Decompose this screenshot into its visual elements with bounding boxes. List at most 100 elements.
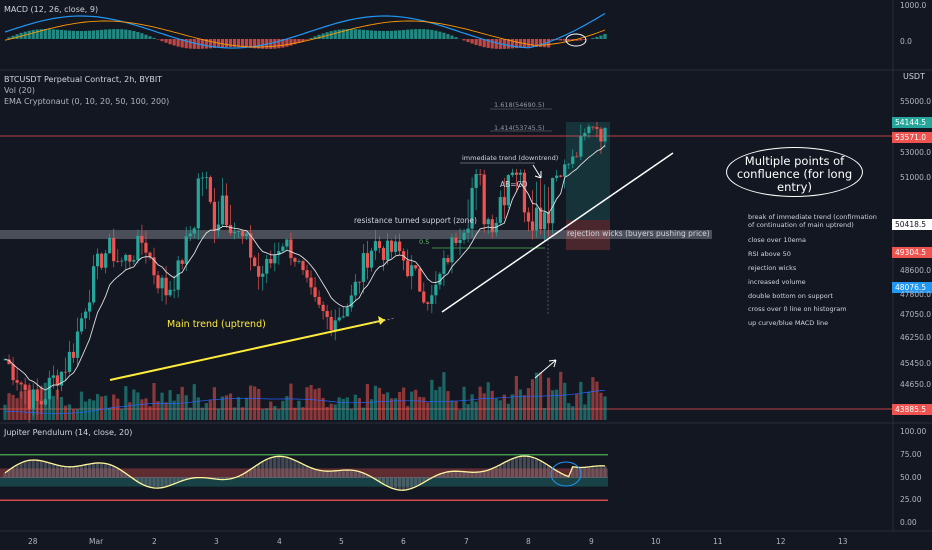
macd-bar xyxy=(406,29,410,39)
pendulum-bar xyxy=(164,477,168,487)
candle-body xyxy=(7,359,11,365)
volume-bar xyxy=(389,398,394,420)
candle-body xyxy=(200,177,204,179)
candle-body xyxy=(164,277,168,296)
candle-body xyxy=(502,196,506,206)
candle-body xyxy=(305,270,309,278)
macd-bar xyxy=(236,39,241,48)
price-panel xyxy=(0,108,893,424)
pendulum-bar xyxy=(281,456,285,478)
drawing-overlay xyxy=(109,152,674,381)
macd-bar xyxy=(67,30,72,39)
macd-bar xyxy=(337,29,341,39)
pendulum-bar xyxy=(402,477,406,491)
macd-bar xyxy=(313,36,317,39)
volume-bar xyxy=(160,392,164,420)
macd-bar xyxy=(329,31,333,39)
candle-body xyxy=(245,233,249,237)
volume-bar xyxy=(418,396,422,420)
volume-bar xyxy=(297,400,301,420)
volume-bar xyxy=(301,407,305,420)
fib-1414-label: 1.414(53745.5) xyxy=(494,124,545,132)
candle-body xyxy=(410,265,414,277)
pendulum-bar xyxy=(293,460,297,478)
macd-panel xyxy=(4,12,607,49)
price-tag: 54144.5 xyxy=(892,116,932,128)
macd-bar xyxy=(305,39,309,40)
pendulum-bar xyxy=(156,477,160,489)
checklist-item: break of immediate trend (confirmation o… xyxy=(748,213,877,229)
candle-body xyxy=(547,212,551,224)
volume-bar xyxy=(526,388,531,420)
volume-bar xyxy=(530,379,535,420)
macd-bar xyxy=(526,39,531,48)
volume-bar xyxy=(164,402,168,420)
candle-body xyxy=(236,230,241,232)
volume-bar xyxy=(567,403,571,420)
volume-bar xyxy=(333,404,337,420)
pendulum-bar xyxy=(522,455,527,478)
candle-body xyxy=(470,187,474,229)
candle-body xyxy=(450,237,454,263)
macd-bar xyxy=(478,39,482,47)
abcd-label: AB=CD xyxy=(500,180,528,189)
pendulum-bar xyxy=(3,472,7,478)
volume-bar xyxy=(224,395,229,420)
macd-bar xyxy=(79,30,84,39)
macd-bar xyxy=(116,29,120,39)
time-axis-label: 13 xyxy=(838,537,848,546)
volume-bar xyxy=(410,391,414,420)
ema-title: EMA Cryptonaut (0, 10, 20, 50, 100, 200) xyxy=(4,97,170,106)
pendulum-bar xyxy=(583,467,587,478)
macd-bar xyxy=(402,29,406,39)
candle-body xyxy=(269,258,273,264)
pendulum-bar xyxy=(160,477,164,488)
volume-bar xyxy=(518,389,523,420)
volume-bar xyxy=(144,398,148,420)
pendulum-bar xyxy=(112,466,116,478)
checklist-item: double bottom on support xyxy=(748,292,833,300)
macd-bar xyxy=(228,39,233,48)
volume-bar xyxy=(599,392,603,420)
pendulum-bar xyxy=(313,469,317,478)
macd-bar xyxy=(555,39,559,41)
pendulum-bar xyxy=(571,466,575,478)
pendulum-axis-label: 100.00 xyxy=(900,427,927,436)
candle-body xyxy=(144,242,148,253)
candle-body xyxy=(104,253,108,268)
candle-body xyxy=(257,266,261,277)
break-arrow xyxy=(532,164,542,179)
candle-body xyxy=(180,260,184,264)
volume-bar xyxy=(542,408,547,420)
volume-bar xyxy=(502,394,506,420)
volume-bar xyxy=(510,394,514,420)
volume-bar xyxy=(200,407,204,420)
pendulum-bar xyxy=(67,466,72,478)
candle-body xyxy=(406,260,410,277)
pendulum-bar xyxy=(321,470,325,478)
volume-bar xyxy=(555,389,559,420)
resistance-label: resistance turned support (zone) xyxy=(354,216,477,225)
volume-bar xyxy=(196,397,200,420)
pendulum-bar xyxy=(357,471,361,478)
macd-bar xyxy=(281,39,285,48)
pendulum-histogram xyxy=(3,455,607,491)
candle-body xyxy=(253,257,257,267)
macd-bar xyxy=(148,36,152,39)
candle-body xyxy=(265,258,269,274)
candle-body xyxy=(293,258,297,262)
candle-body xyxy=(172,289,176,291)
macd-bar xyxy=(430,29,434,39)
candle-body xyxy=(442,258,446,274)
volume-bar xyxy=(575,393,579,420)
currency-label[interactable]: USDT xyxy=(903,72,925,81)
candle-body xyxy=(281,246,285,251)
pendulum-bar xyxy=(19,462,23,478)
macd-bar xyxy=(277,39,281,49)
macd-bar xyxy=(506,39,510,49)
pendulum-bar xyxy=(547,465,551,478)
pendulum-bar xyxy=(140,477,144,485)
macd-bar xyxy=(474,39,478,45)
price-axis-label: 51000.0 xyxy=(900,173,932,182)
pendulum-bar xyxy=(526,456,531,478)
